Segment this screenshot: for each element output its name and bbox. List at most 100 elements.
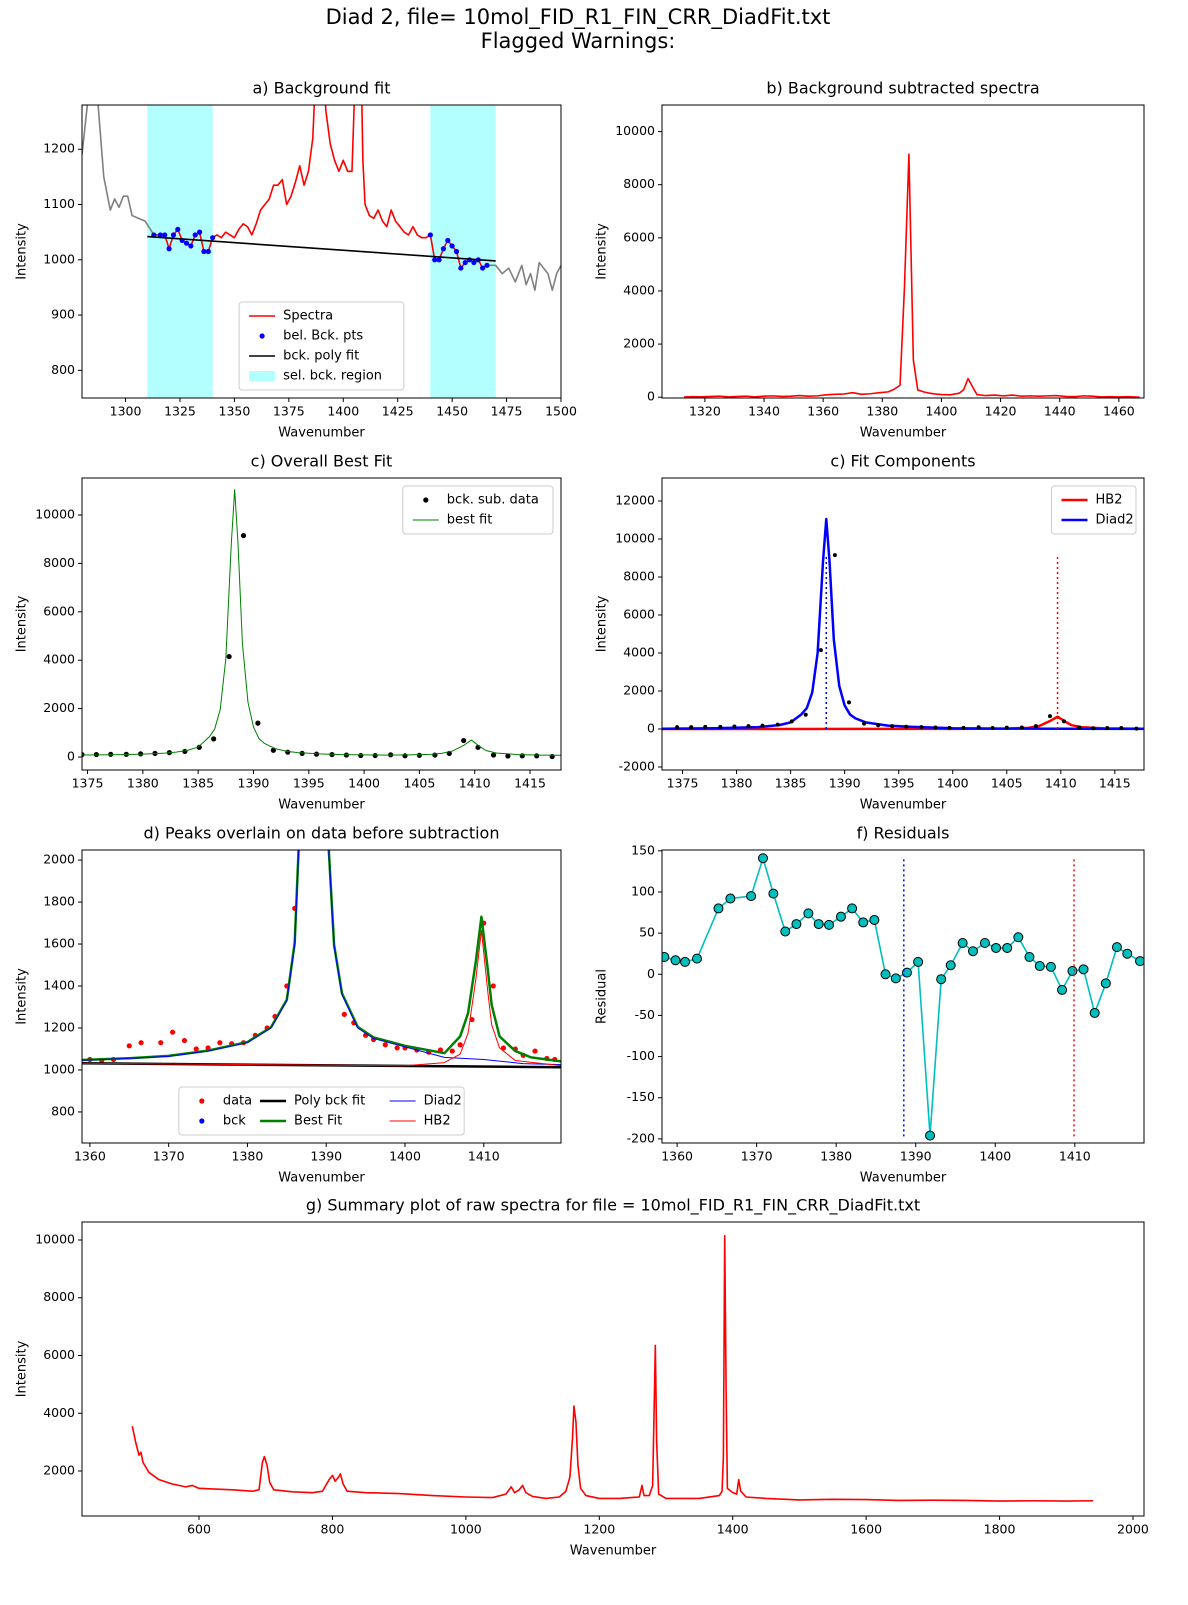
data-point: [1119, 726, 1124, 731]
series-line: [82, 105, 561, 291]
data-point: [138, 1040, 144, 1046]
x-tick-label: 1500: [545, 404, 577, 419]
y-tick-label: 8000: [43, 1289, 75, 1304]
data-point: [689, 725, 694, 730]
data-point: [967, 946, 978, 957]
x-tick-label: 1390: [310, 1149, 342, 1164]
data-point: [505, 753, 511, 759]
y-tick-label: 8000: [623, 568, 655, 583]
y-axis-label: Intensity: [595, 595, 610, 652]
data-point: [183, 240, 190, 246]
data-point: [890, 724, 895, 729]
data-point: [1091, 726, 1096, 731]
legend-swatch: [199, 1098, 205, 1104]
x-tick-label: 1440: [1044, 404, 1076, 419]
data-point: [890, 973, 901, 984]
data-point: [1078, 964, 1089, 975]
data-point: [680, 956, 691, 967]
data-point: [471, 259, 477, 266]
data-point: [162, 232, 168, 238]
x-tick-label: 1800: [984, 1522, 1016, 1537]
data-point: [196, 744, 202, 750]
data-point: [1033, 724, 1038, 729]
data-point: [880, 969, 891, 980]
data-point: [534, 753, 540, 759]
data-point: [126, 1043, 132, 1049]
y-tick-label: 2000: [43, 1463, 75, 1478]
data-point: [1002, 942, 1013, 953]
x-tick-label: 1400: [717, 1522, 749, 1537]
y-tick-label: 4000: [623, 282, 655, 297]
legend-label: HB2: [424, 1114, 451, 1129]
x-tick-label: 1375: [72, 776, 104, 791]
x-tick-label: 1400: [389, 1149, 421, 1164]
data-point: [226, 653, 232, 660]
data-point: [990, 726, 995, 731]
y-tick-label: 1600: [43, 936, 75, 951]
legend-swatch: [259, 333, 265, 339]
x-tick-label: 800: [321, 1522, 345, 1537]
series-line: [684, 153, 1140, 398]
y-tick-label: 1200: [43, 141, 75, 156]
x-tick-label: 1415: [1099, 776, 1131, 791]
legend-label: Spectra: [283, 309, 333, 324]
data-point: [979, 938, 990, 949]
data-point: [432, 752, 438, 758]
data-point: [813, 919, 824, 930]
data-point: [240, 532, 247, 539]
data-point: [255, 720, 261, 726]
data-point: [372, 752, 378, 759]
data-point: [181, 1037, 188, 1044]
x-tick-label: 1370: [741, 1149, 773, 1164]
data-point: [803, 908, 814, 919]
y-tick-label: 800: [51, 362, 75, 377]
x-tick-label: 1400: [926, 404, 958, 419]
figure-subtitle: Flagged Warnings:: [481, 29, 676, 53]
y-tick-label: 2000: [43, 700, 75, 715]
x-axis-label: Wavenumber: [278, 426, 365, 441]
x-tick-label: 1375: [273, 404, 305, 419]
x-tick-label: 1410: [459, 776, 491, 791]
x-tick-label: 1400: [979, 1149, 1011, 1164]
y-tick-label: -200: [627, 1130, 655, 1145]
x-tick-label: 1200: [583, 1522, 615, 1537]
data-point: [662, 951, 670, 962]
data-point: [445, 237, 451, 244]
data-point: [936, 974, 947, 985]
axes-frame: [661, 104, 1145, 399]
data-point: [945, 960, 956, 971]
x-tick-label: 1360: [74, 1149, 106, 1164]
y-axis-label: Intensity: [15, 968, 30, 1025]
data-point: [824, 919, 835, 930]
x-tick-label: 1390: [238, 776, 270, 791]
legend-label: Poly bck fit: [294, 1094, 365, 1109]
x-axis-label: Wavenumber: [860, 798, 947, 813]
plot-area: [684, 153, 1140, 398]
data-point: [500, 1045, 507, 1051]
x-tick-label: 1410: [1059, 1149, 1091, 1164]
y-tick-label: -2000: [619, 758, 655, 773]
y-axis-label: Intensity: [15, 223, 30, 280]
y-tick-label: 10000: [35, 507, 75, 522]
axes-frame: [661, 849, 1145, 1144]
x-tick-label: 1400: [348, 776, 380, 791]
figure-title: Diad 2, file= 10mol_FID_R1_FIN_CRR_DiadF…: [326, 5, 831, 30]
data-point: [835, 911, 846, 922]
x-tick-label: 1400: [327, 404, 359, 419]
x-axis-label: Wavenumber: [278, 798, 365, 813]
data-point: [193, 1046, 199, 1052]
y-tick-label: 1800: [43, 894, 75, 909]
data-point: [718, 724, 723, 729]
series-line: [662, 517, 1144, 731]
x-tick-label: 1360: [661, 1149, 693, 1164]
data-point: [947, 725, 952, 730]
legend-box: [238, 301, 405, 391]
x-tick-label: 1395: [883, 776, 915, 791]
data-point: [768, 888, 779, 899]
data-point: [416, 752, 423, 758]
legend-label: data: [223, 1094, 252, 1109]
data-point: [1045, 961, 1056, 972]
x-tick-label: 1350: [219, 404, 251, 419]
x-tick-label: 1460: [1103, 404, 1135, 419]
